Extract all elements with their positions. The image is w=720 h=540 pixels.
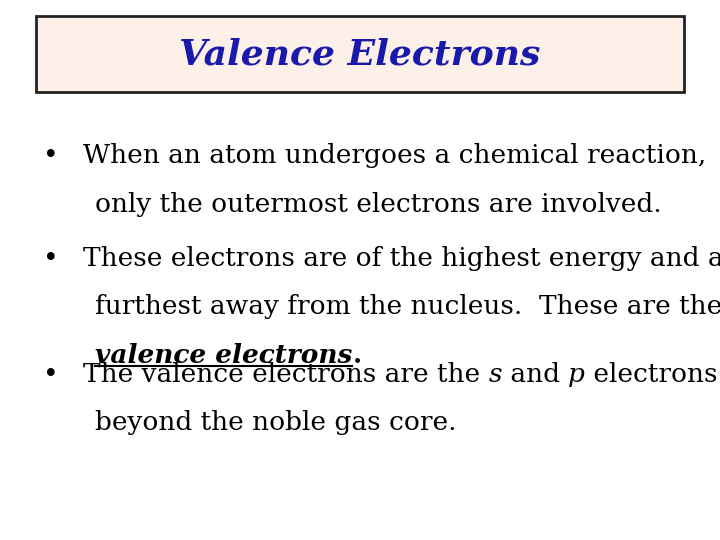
Text: .: . — [352, 343, 361, 368]
Text: and: and — [502, 362, 568, 387]
Text: furthest away from the nucleus.  These are the: furthest away from the nucleus. These ar… — [95, 294, 720, 319]
Text: beyond the noble gas core.: beyond the noble gas core. — [95, 410, 456, 435]
Text: p: p — [568, 362, 585, 387]
Text: The valence electrons are the: The valence electrons are the — [83, 362, 488, 387]
Text: s: s — [488, 362, 502, 387]
Text: Valence Electrons: Valence Electrons — [179, 37, 541, 71]
Text: •: • — [43, 143, 59, 168]
Text: only the outermost electrons are involved.: only the outermost electrons are involve… — [95, 192, 662, 217]
Text: When an atom undergoes a chemical reaction,: When an atom undergoes a chemical reacti… — [83, 143, 706, 168]
Text: •: • — [43, 362, 59, 387]
Text: electrons: electrons — [585, 362, 718, 387]
Text: valence electrons: valence electrons — [95, 343, 352, 368]
Text: These electrons are of the highest energy and are: These electrons are of the highest energ… — [83, 246, 720, 271]
FancyBboxPatch shape — [36, 16, 684, 92]
Text: •: • — [43, 246, 59, 271]
